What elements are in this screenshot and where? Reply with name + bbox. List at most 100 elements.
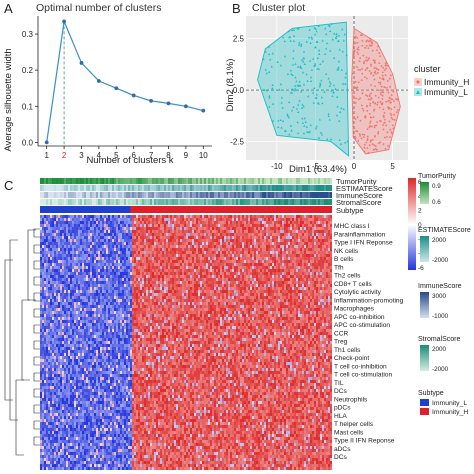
heatmap-cell <box>60 221 62 224</box>
heatmap-cell <box>122 389 124 392</box>
annotation-cell <box>76 199 78 205</box>
heatmap-cell <box>122 245 124 248</box>
heatmap-cell <box>80 407 82 410</box>
heatmap-cell <box>124 320 126 323</box>
annotation-cell <box>168 185 170 191</box>
heatmap-cell <box>60 368 62 371</box>
heatmap-cell <box>42 353 44 356</box>
heatmap-cell <box>70 452 72 455</box>
heatmap-cell <box>120 308 122 311</box>
heatmap-cell <box>62 416 64 419</box>
heatmap-cell <box>72 359 74 362</box>
annotation-cell <box>204 199 206 205</box>
heatmap-cell <box>84 320 86 323</box>
cluster-point-low <box>310 68 314 71</box>
heatmap-cell <box>46 332 48 335</box>
heatmap-cell <box>80 410 82 413</box>
heatmap-cell <box>72 446 74 449</box>
heatmap-cell <box>88 293 90 296</box>
heatmap-cell <box>46 326 48 329</box>
heatmap-cell <box>40 257 42 260</box>
heatmap-cell <box>112 305 114 308</box>
heatmap-cell <box>108 257 110 260</box>
heatmap-cell <box>74 305 76 308</box>
heatmap-cell <box>48 296 50 299</box>
heatmap-cell <box>76 392 78 395</box>
heatmap-cell <box>120 272 122 275</box>
cluster-point-low <box>287 116 291 119</box>
heatmap-cell <box>70 449 72 452</box>
heatmap-cell <box>90 449 92 452</box>
heatmap-cell <box>46 458 48 461</box>
heatmap-cell <box>100 248 102 251</box>
heatmap-cell <box>60 257 62 260</box>
heatmap-cell <box>88 446 90 449</box>
heatmap-cell <box>68 425 70 428</box>
heatmap-cell <box>114 380 116 383</box>
heatmap-cell <box>56 245 58 248</box>
heatmap-cell <box>78 305 80 308</box>
heatmap-cell <box>102 245 104 248</box>
heatmap-cell <box>114 236 116 239</box>
heatmap-cell <box>94 320 96 323</box>
heatmap-cell <box>100 308 102 311</box>
cluster-hull-1 <box>257 21 350 157</box>
heatmap-cell <box>126 293 128 296</box>
heatmap-cell <box>106 416 108 419</box>
heatmap-cell <box>58 302 60 305</box>
heatmap-cell <box>54 269 56 272</box>
cluster-point-high <box>364 115 367 118</box>
heatmap-cell <box>54 302 56 305</box>
heatmap-cell <box>102 281 104 284</box>
heatmap-cell <box>88 431 90 434</box>
heatmap-cell <box>120 404 122 407</box>
heatmap-cell <box>62 314 64 317</box>
cluster-point-high <box>370 71 373 74</box>
heatmap-cell <box>58 236 60 239</box>
heatmap-cell <box>94 380 96 383</box>
cluster-point-low <box>292 34 296 37</box>
heatmap-cell <box>94 389 96 392</box>
heatmap-cell <box>116 314 118 317</box>
heatmap-cell <box>74 251 76 254</box>
heatmap-cell <box>82 416 84 419</box>
heatmap-cell <box>92 302 94 305</box>
heatmap-cell <box>92 371 94 374</box>
heatmap-cell <box>104 239 106 242</box>
heatmap-cell <box>56 305 58 308</box>
heatmap-cell <box>104 440 106 443</box>
heatmap-cell <box>64 293 66 296</box>
heatmap-cell <box>104 305 106 308</box>
annotation-cell <box>326 192 328 198</box>
heatmap-cell <box>92 398 94 401</box>
annotation-cell <box>216 192 218 198</box>
heatmap-cell <box>108 266 110 269</box>
cluster-point-low <box>297 103 300 106</box>
heatmap-cell <box>50 311 52 314</box>
heatmap-cell <box>122 281 124 284</box>
heatmap-cell <box>96 425 98 428</box>
heatmap-cell <box>46 242 48 245</box>
heatmap-cell <box>84 341 86 344</box>
annotation-cell <box>44 192 46 198</box>
heatmap-cell <box>100 275 102 278</box>
heatmap-cell <box>86 323 88 326</box>
annotation-cell <box>64 192 66 198</box>
cluster-point-high <box>357 81 360 84</box>
annotation-cell <box>256 185 258 191</box>
heatmap-cell <box>98 404 100 407</box>
heatmap-cell <box>110 446 112 449</box>
heatmap-cell <box>78 383 80 386</box>
heatmap-cell <box>48 422 50 425</box>
heatmap-cell <box>48 395 50 398</box>
heatmap-cell <box>118 398 120 401</box>
cluster-point-high <box>359 69 361 71</box>
cluster-point-low <box>341 82 345 85</box>
heatmap-cell <box>108 437 110 440</box>
annotation-cell <box>74 192 76 198</box>
heatmap-cell <box>122 257 124 260</box>
heatmap-cell <box>86 437 88 440</box>
heatmap-cell <box>104 377 106 380</box>
heatmap-cell <box>64 353 66 356</box>
heatmap-cell <box>68 230 70 233</box>
